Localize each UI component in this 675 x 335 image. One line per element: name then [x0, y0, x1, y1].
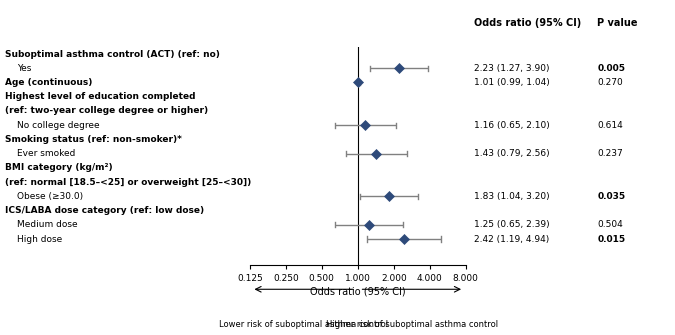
Text: Yes: Yes	[17, 64, 31, 73]
X-axis label: Odds ratio (95% CI): Odds ratio (95% CI)	[310, 287, 406, 297]
Text: 0.504: 0.504	[597, 220, 623, 229]
Text: High dose: High dose	[17, 234, 62, 244]
Text: 0.614: 0.614	[597, 121, 623, 130]
Text: Medium dose: Medium dose	[17, 220, 78, 229]
Text: Obese (≥30.0): Obese (≥30.0)	[17, 192, 83, 201]
Text: Smoking status (ref: non-smoker)*: Smoking status (ref: non-smoker)*	[5, 135, 182, 144]
Text: 2.23 (1.27, 3.90): 2.23 (1.27, 3.90)	[474, 64, 549, 73]
Text: Odds ratio (95% CI): Odds ratio (95% CI)	[474, 18, 581, 28]
Text: Highest level of education completed: Highest level of education completed	[5, 92, 196, 101]
Text: BMI category (kg/m²): BMI category (kg/m²)	[5, 163, 113, 173]
Text: 0.005: 0.005	[597, 64, 625, 73]
Text: 0.015: 0.015	[597, 234, 626, 244]
Text: 1.01 (0.99, 1.04): 1.01 (0.99, 1.04)	[474, 78, 549, 87]
Text: Age (continuous): Age (continuous)	[5, 78, 92, 87]
Text: ICS/LABA dose category (ref: low dose): ICS/LABA dose category (ref: low dose)	[5, 206, 205, 215]
Text: 0.237: 0.237	[597, 149, 623, 158]
Text: 1.25 (0.65, 2.39): 1.25 (0.65, 2.39)	[474, 220, 549, 229]
Text: (ref: two-year college degree or higher): (ref: two-year college degree or higher)	[5, 107, 209, 116]
Text: Suboptimal asthma control (ACT) (ref: no): Suboptimal asthma control (ACT) (ref: no…	[5, 50, 220, 59]
Text: (ref: normal [18.5–<25] or overweight [25–<30]): (ref: normal [18.5–<25] or overweight [2…	[5, 178, 252, 187]
Text: No college degree: No college degree	[17, 121, 99, 130]
Text: 2.42 (1.19, 4.94): 2.42 (1.19, 4.94)	[474, 234, 549, 244]
Text: 1.16 (0.65, 2.10): 1.16 (0.65, 2.10)	[474, 121, 549, 130]
Text: Higher risk of suboptimal asthma control: Higher risk of suboptimal asthma control	[325, 320, 497, 329]
Text: 0.035: 0.035	[597, 192, 626, 201]
Text: Ever smoked: Ever smoked	[17, 149, 75, 158]
Text: 1.83 (1.04, 3.20): 1.83 (1.04, 3.20)	[474, 192, 549, 201]
Text: 0.270: 0.270	[597, 78, 623, 87]
Text: 1.43 (0.79, 2.56): 1.43 (0.79, 2.56)	[474, 149, 549, 158]
Text: Lower risk of suboptimal asthma control: Lower risk of suboptimal asthma control	[219, 320, 388, 329]
Text: P value: P value	[597, 18, 638, 28]
